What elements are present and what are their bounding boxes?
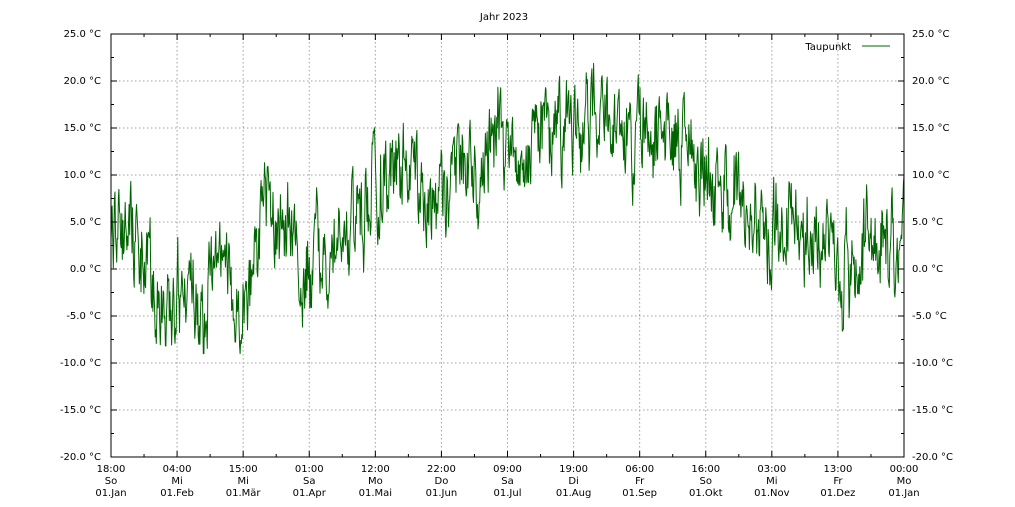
x-tick-label: Mo xyxy=(368,476,383,487)
y-tick-label-left: -20.0 °C xyxy=(60,452,101,463)
x-tick-label: 01.Okt xyxy=(689,488,723,499)
chart-title: Jahr 2023 xyxy=(479,12,528,23)
plot-frame xyxy=(110,33,905,458)
x-tick-label: 04:00 xyxy=(163,464,192,475)
x-tick-label: 00:00 xyxy=(890,464,919,475)
x-tick-label: 01.Mai xyxy=(359,488,392,499)
y-tick-label-left: 0.0 °C xyxy=(70,264,101,275)
x-tick-label: 16:00 xyxy=(691,464,720,475)
y-tick-label-left: 10.0 °C xyxy=(64,170,101,181)
x-tick-label: So xyxy=(105,476,117,487)
y-tick-label-left: 5.0 °C xyxy=(70,217,101,228)
x-tick-label: Do xyxy=(435,476,449,487)
x-tick-label: 01.Apr xyxy=(293,488,327,499)
x-tick-label: Di xyxy=(568,476,578,487)
x-tick-label: 22:00 xyxy=(427,464,456,475)
x-tick-label: 01.Jan xyxy=(888,488,919,499)
y-tick-label-right: -10.0 °C xyxy=(912,358,953,369)
y-tick-label-right: 15.0 °C xyxy=(912,123,949,134)
x-tick-label: Fr xyxy=(833,476,843,487)
grid xyxy=(111,34,904,457)
y-tick-label-left: 25.0 °C xyxy=(64,29,101,40)
x-tick-label: 12:00 xyxy=(361,464,390,475)
x-tick-label: 01.Aug xyxy=(556,488,591,499)
x-tick-label: 01:00 xyxy=(295,464,324,475)
legend-label: Taupunkt xyxy=(804,42,851,53)
y-tick-label-right: 25.0 °C xyxy=(912,29,949,40)
x-tick-label: Mi xyxy=(237,476,248,487)
legend: Taupunkt xyxy=(804,42,890,53)
x-tick-label: 06:00 xyxy=(625,464,654,475)
x-tick-label: Sa xyxy=(501,476,513,487)
y-tick-label-right: -5.0 °C xyxy=(912,311,947,322)
y-tick-label-left: 15.0 °C xyxy=(64,123,101,134)
y-tick-label-left: -5.0 °C xyxy=(66,311,101,322)
y-tick-label-left: 20.0 °C xyxy=(64,76,101,87)
x-tick-label: 01.Jan xyxy=(95,488,126,499)
x-tick-label: Fr xyxy=(635,476,645,487)
y-tick-label-left: -15.0 °C xyxy=(60,405,101,416)
y-tick-label-right: 5.0 °C xyxy=(912,217,943,228)
x-tick-label: Mo xyxy=(897,476,912,487)
x-tick-label: Mi xyxy=(766,476,777,487)
x-tick-label: 01.Jul xyxy=(494,488,522,499)
x-tick-label: 01.Mär xyxy=(226,488,262,499)
y-tick-label-right: 10.0 °C xyxy=(912,170,949,181)
x-tick-label: 01.Nov xyxy=(754,488,790,499)
x-tick-label: 01.Dez xyxy=(820,488,855,499)
x-tick-label: 19:00 xyxy=(559,464,588,475)
y-tick-label-left: -10.0 °C xyxy=(60,358,101,369)
x-tick-label: Sa xyxy=(303,476,315,487)
tick-labels: 25.0 °C 25.0 °C 20.0 °C 20.0 °C 15.0 °C 15.0 … xyxy=(60,29,953,499)
x-tick-label: 13:00 xyxy=(824,464,853,475)
series-layer xyxy=(110,62,905,355)
y-tick-label-right: -20.0 °C xyxy=(912,452,953,463)
series-line-taupunkt xyxy=(110,62,905,355)
x-tick-label: 18:00 xyxy=(97,464,126,475)
x-tick-label: 01.Sep xyxy=(622,488,657,499)
x-tick-label: 15:00 xyxy=(229,464,258,475)
x-tick-label: 01.Feb xyxy=(160,488,194,499)
x-tick-label: 01.Jun xyxy=(426,488,458,499)
y-tick-label-right: 0.0 °C xyxy=(912,264,943,275)
x-tick-label: 09:00 xyxy=(493,464,522,475)
x-tick-label: So xyxy=(700,476,712,487)
x-tick-label: Mi xyxy=(171,476,182,487)
x-tick-label: 03:00 xyxy=(757,464,786,475)
y-tick-label-right: -15.0 °C xyxy=(912,405,953,416)
ticks xyxy=(110,33,905,458)
y-tick-label-right: 20.0 °C xyxy=(912,76,949,87)
